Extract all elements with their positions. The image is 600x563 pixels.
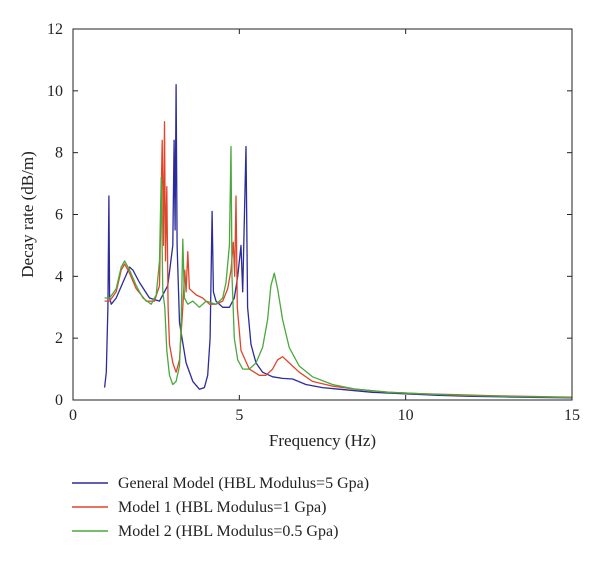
legend-label: Model 1 (HBL Modulus=1 Gpa) [118,499,326,516]
legend-label: Model 2 (HBL Modulus=0.5 Gpa) [118,523,338,540]
x-tick-label: 5 [235,407,243,424]
y-tick-label: 2 [55,330,63,347]
y-tick-label: 8 [55,145,63,162]
x-tick-label: 10 [398,407,414,424]
series-line-3 [104,145,572,399]
y-axis-ticks: 0 2 4 6 8 10 12 [47,21,572,409]
y-tick-label: 10 [47,83,63,100]
legend-label: General Model (HBL Modulus=5 Gpa) [118,475,369,492]
legend-item: Model 1 (HBL Modulus=1 Gpa) [72,499,326,516]
legend: General Model (HBL Modulus=5 Gpa) Model 1… [72,475,369,540]
series-lines [103,84,572,399]
series-line-1 [103,84,572,399]
legend-item: Model 2 (HBL Modulus=0.5 Gpa) [72,523,338,540]
y-tick-label: 6 [55,207,63,224]
y-tick-label: 0 [55,392,63,409]
plot-frame [72,28,573,401]
x-axis-label: Frequency (Hz) [269,431,376,450]
y-tick-label: 4 [55,268,63,285]
legend-item: General Model (HBL Modulus=5 Gpa) [72,475,369,492]
x-tick-label: 0 [69,407,77,424]
x-axis-ticks: 0 5 10 15 [69,29,580,424]
y-axis-label: Decay rate (dB/m) [18,151,37,278]
series-line-2 [104,121,572,398]
x-tick-label: 15 [564,407,580,424]
y-tick-label: 12 [47,21,63,38]
